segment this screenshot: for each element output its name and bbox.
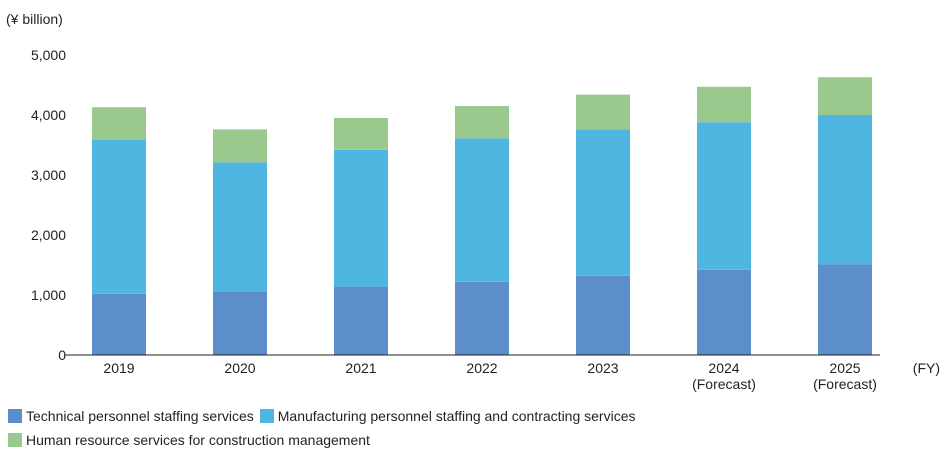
x-tick-label: 2019 (103, 360, 134, 376)
bar-segment-manufacturing (576, 129, 630, 276)
bar-segment-manufacturing (697, 122, 751, 270)
legend-label-manufacturing: Manufacturing personnel staffing and con… (277, 408, 636, 424)
bar-segment-construction (576, 94, 630, 130)
bar-segment-technical (455, 281, 509, 355)
bar-segment-construction (334, 118, 388, 150)
stacked-bar-chart: (¥ billion) 0 1,000 2,000 3,000 4,000 5,000 2… (6, 11, 940, 392)
legend-item-technical: Technical personnel staffing services (8, 408, 254, 424)
bar-segment-manufacturing (455, 138, 509, 282)
bar-segment-technical (92, 293, 146, 355)
bar-segment-manufacturing (334, 149, 388, 287)
legend-swatch-technical (8, 409, 22, 423)
legend-label-technical: Technical personnel staffing services (26, 408, 254, 424)
bar-segment-technical (818, 264, 872, 355)
y-unit-label: (¥ billion) (6, 11, 63, 27)
x-tick-label: 2023 (587, 360, 618, 376)
bar-segment-construction (455, 106, 509, 139)
y-tick-label: 3,000 (31, 167, 66, 183)
y-tick-label: 1,000 (31, 287, 66, 303)
bar-segment-technical (334, 286, 388, 355)
y-tick-label: 0 (58, 347, 66, 363)
legend-label-construction: Human resource services for construction… (26, 432, 370, 448)
x-tick-label: 2021 (345, 360, 376, 376)
x-unit-label: (FY) (913, 360, 940, 376)
bar-segment-manufacturing (92, 139, 146, 294)
x-tick-label: 2020 (224, 360, 255, 376)
legend-item-construction: Human resource services for construction… (8, 432, 370, 448)
x-tick-sublabel: (Forecast) (813, 376, 877, 392)
y-tick-label: 2,000 (31, 227, 66, 243)
x-tick-label: 2022 (466, 360, 497, 376)
bar-segment-manufacturing (818, 115, 872, 265)
bar-segment-construction (697, 86, 751, 123)
x-tick-sublabel: (Forecast) (692, 376, 756, 392)
y-tick-label: 5,000 (31, 47, 66, 63)
legend-row-2: Human resource services for construction… (8, 432, 376, 448)
bar-segment-technical (697, 269, 751, 355)
bar-segment-technical (213, 291, 267, 355)
bar-segment-manufacturing (213, 162, 267, 292)
bar-segment-construction (818, 77, 872, 115)
x-tick-label: 2024 (708, 360, 739, 376)
y-tick-label: 4,000 (31, 107, 66, 123)
legend-item-manufacturing: Manufacturing personnel staffing and con… (259, 408, 636, 424)
legend-swatch-manufacturing (259, 409, 274, 423)
bar-segment-construction (213, 129, 267, 163)
bar-segment-construction (92, 107, 146, 140)
x-tick-label: 2025 (829, 360, 860, 376)
bar-segment-technical (576, 275, 630, 355)
legend-row-1: Technical personnel staffing services Ma… (8, 408, 642, 424)
legend-swatch-construction (8, 433, 22, 447)
